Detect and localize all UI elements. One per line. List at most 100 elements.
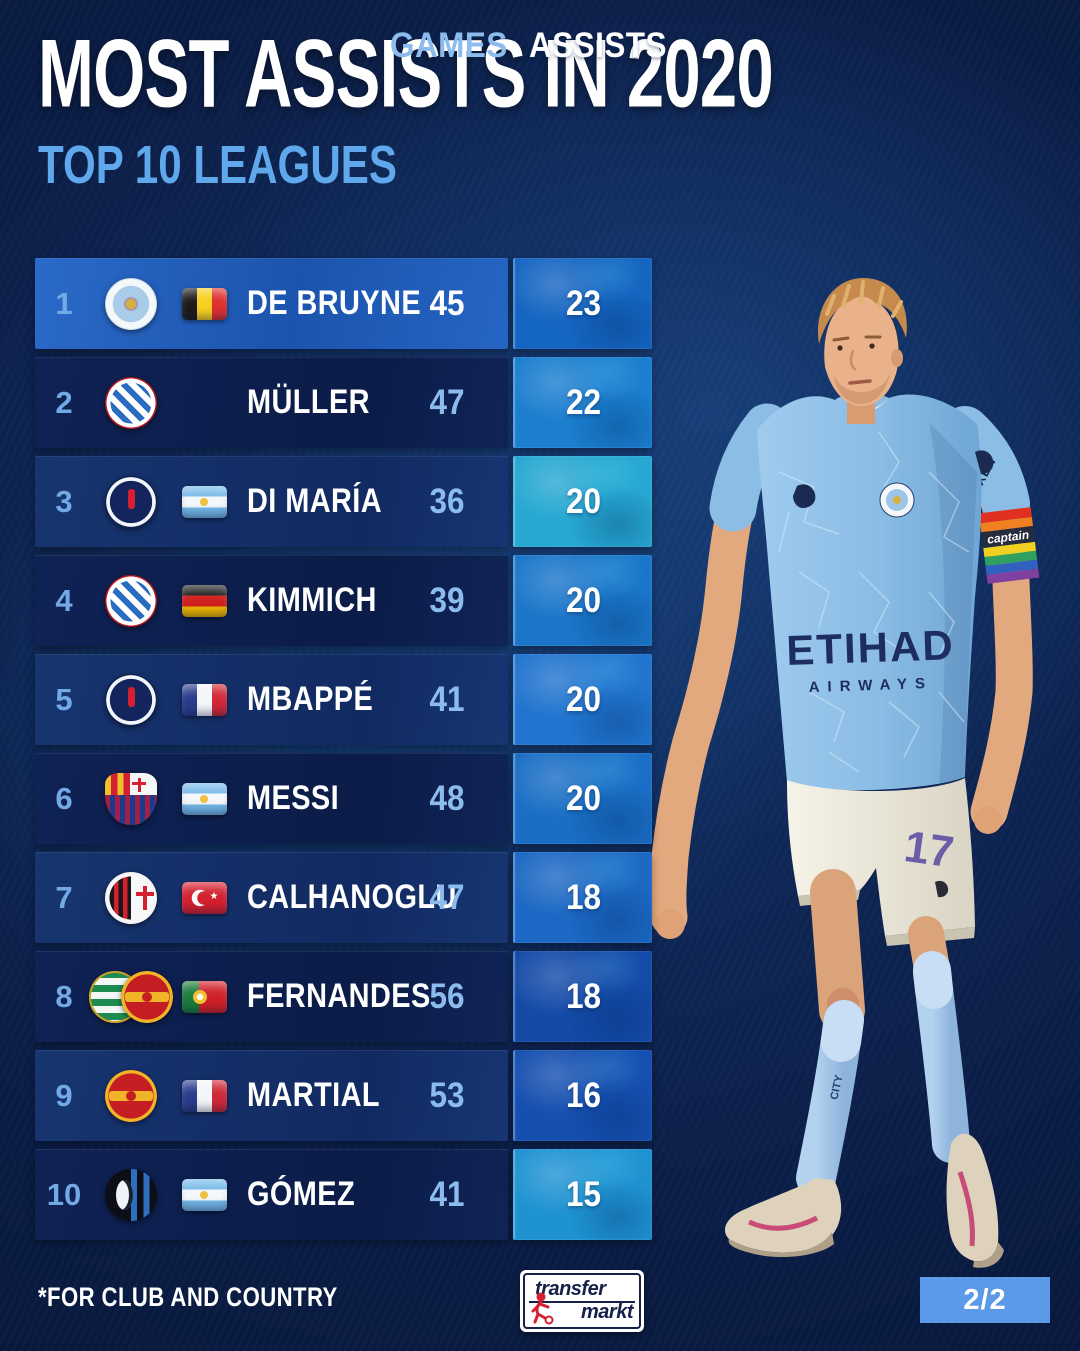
- nationality-flag-slot: [173, 456, 235, 547]
- club-crest: [879, 482, 915, 518]
- player-head: [818, 278, 907, 424]
- player-photo: captain NEXEN E: [649, 278, 1040, 1268]
- games-count: 41: [429, 1175, 465, 1214]
- transfermarkt-wordmark-bottom: markt: [581, 1301, 633, 1323]
- assists-count: 20: [565, 680, 602, 719]
- logo-divider: [529, 1301, 635, 1303]
- rank-number: 4: [55, 583, 73, 618]
- club-badges: [89, 951, 173, 1042]
- column-header-games: GAMES: [390, 26, 508, 65]
- manchester-united-badge: [121, 970, 173, 1023]
- turkey-flag: [181, 881, 227, 914]
- page-indicator-badge: 2/2: [920, 1277, 1050, 1323]
- ac-milan-badge: [105, 871, 157, 924]
- games-count: 36: [429, 482, 465, 521]
- puma-logo-shoulder: [975, 450, 994, 474]
- player-row-band: 8 FERNANDES 56: [35, 951, 508, 1042]
- svg-text:AIRWAYS: AIRWAYS: [808, 675, 933, 696]
- assists-count: 20: [565, 482, 602, 521]
- club-badges: [93, 753, 169, 844]
- belgium-flag: [181, 287, 227, 320]
- player-name: FERNANDES: [247, 977, 431, 1015]
- manchester-city-badge: [105, 277, 157, 330]
- games-count: 45: [429, 284, 465, 323]
- nationality-flag-slot: [173, 753, 235, 844]
- assists-tile: 16: [513, 1050, 652, 1141]
- assists-tile: 20: [513, 753, 652, 844]
- assists-count: 18: [565, 977, 602, 1016]
- assists-tile: 20: [513, 555, 652, 646]
- player-back-leg: [908, 916, 1004, 1268]
- assists-count: 20: [565, 779, 602, 818]
- player-back-boot: [946, 1133, 999, 1262]
- nationality-flag-slot: [173, 258, 235, 349]
- player-name: GÓMEZ: [247, 1175, 356, 1213]
- assists-count: 22: [565, 383, 602, 422]
- argentina-flag: [181, 485, 227, 518]
- club-badges: [93, 852, 169, 943]
- psg-badge: [105, 673, 157, 726]
- nationality-flag-slot: [173, 357, 235, 448]
- france-flag: [181, 683, 227, 716]
- germany-flag: [181, 584, 227, 617]
- captain-armband: captain: [979, 507, 1040, 584]
- player-name: CALHANOGLU: [247, 878, 457, 916]
- france-flag: [181, 1079, 227, 1112]
- player-row-band: 9 MARTIAL 53: [35, 1050, 508, 1141]
- nationality-flag-slot: [173, 1149, 235, 1240]
- assists-tile: 23: [513, 258, 652, 349]
- player-name: DI MARÍA: [247, 482, 383, 520]
- assists-tile: 20: [513, 654, 652, 745]
- barcelona-badge: [105, 772, 157, 825]
- games-count: 48: [429, 779, 465, 818]
- player-jersey: ETIHAD AIRWAYS: [757, 393, 994, 791]
- assists-tile: 18: [513, 951, 652, 1042]
- player-right-arm: [649, 403, 791, 939]
- rank-number: 10: [46, 1177, 82, 1212]
- player-name: MESSI: [247, 779, 340, 817]
- svg-text:17: 17: [901, 822, 956, 877]
- nationality-flag-slot: [173, 1050, 235, 1141]
- games-count: 56: [429, 977, 465, 1016]
- nationality-flag-slot: [173, 852, 235, 943]
- player-row-band: 7 CALHANOGLU 47: [35, 852, 508, 943]
- rank-number: 3: [55, 484, 73, 519]
- club-badges: [93, 1050, 169, 1141]
- argentina-flag: [181, 782, 227, 815]
- player-name: KIMMICH: [247, 581, 377, 619]
- psg-badge: [105, 475, 157, 528]
- table-row: 5 MBAPPÉ 41 20: [35, 654, 652, 745]
- player-name: MBAPPÉ: [247, 680, 374, 718]
- player-front-leg: CITY: [725, 869, 865, 1258]
- transfermarkt-logo: transfer markt: [520, 1270, 644, 1332]
- rank-number: 5: [55, 682, 73, 717]
- player-row-band: 3 DI MARÍA 36: [35, 456, 508, 547]
- rank-number: 6: [55, 781, 73, 816]
- atalanta-badge: [105, 1168, 157, 1221]
- games-count: 47: [429, 383, 465, 422]
- player-row-band: 2 MÜLLER 47: [35, 357, 508, 448]
- player-row-band: 4 KIMMICH 39: [35, 555, 508, 646]
- transfermarkt-logo-frame: transfer markt: [523, 1273, 641, 1329]
- club-badges: [93, 456, 169, 547]
- argentina-flag: [181, 1178, 227, 1211]
- nationality-flag-slot: [173, 555, 235, 646]
- games-count: 53: [429, 1076, 465, 1115]
- nationality-flag-slot: [173, 654, 235, 745]
- assists-count: 23: [565, 284, 602, 323]
- assists-table: 1 DE BRUYNE 45 23 2 MÜLLER 47 22 3 DI MA…: [35, 258, 652, 1248]
- transfermarkt-wordmark-top: transfer: [535, 1278, 606, 1300]
- svg-text:ETIHAD: ETIHAD: [786, 621, 956, 674]
- club-badges: [93, 1149, 169, 1240]
- footnote: *FOR CLUB AND COUNTRY: [38, 1282, 338, 1312]
- club-badges: [93, 654, 169, 745]
- assists-tile: 22: [513, 357, 652, 448]
- assists-tile: 20: [513, 456, 652, 547]
- player-front-boot: [725, 1178, 842, 1253]
- assists-tile: 18: [513, 852, 652, 943]
- assists-count: 16: [565, 1076, 602, 1115]
- table-row: 9 MARTIAL 53 16: [35, 1050, 652, 1141]
- rank-number: 7: [55, 880, 73, 915]
- table-row: 4 KIMMICH 39 20: [35, 555, 652, 646]
- assists-count: 18: [565, 878, 602, 917]
